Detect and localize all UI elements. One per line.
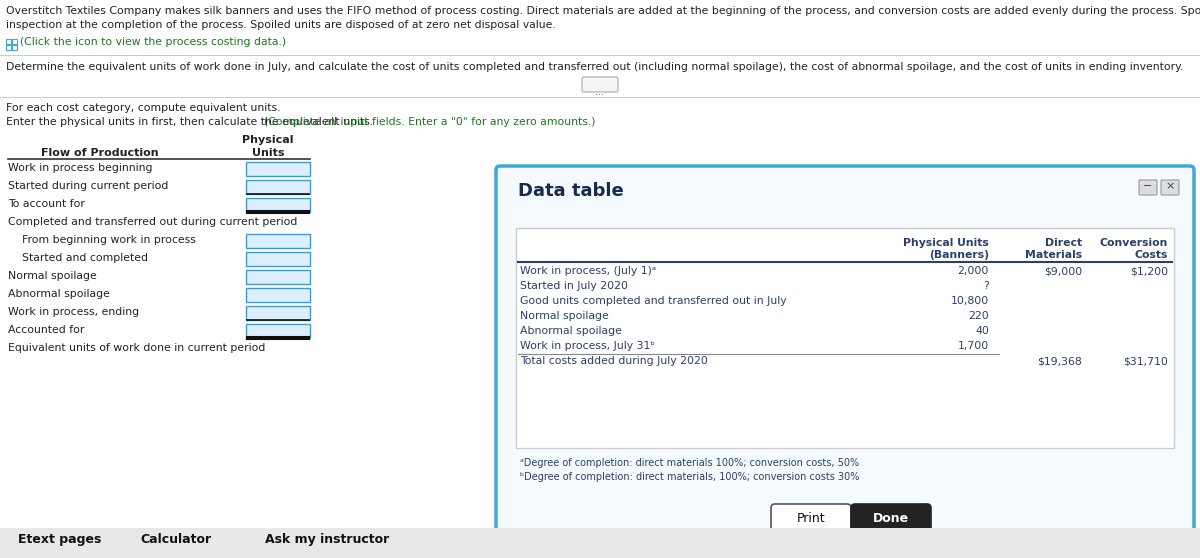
Text: Direct: Direct bbox=[1045, 238, 1082, 248]
Text: Work in process beginning: Work in process beginning bbox=[8, 163, 152, 173]
Text: ᵃDegree of completion: direct materials 100%; conversion costs, 50%: ᵃDegree of completion: direct materials … bbox=[520, 458, 859, 468]
Text: Enter the physical units in first, then calculate the equivalent units.: Enter the physical units in first, then … bbox=[6, 117, 373, 127]
Bar bbox=[516, 228, 1174, 448]
Bar bbox=[0, 528, 1200, 558]
Bar bbox=[246, 288, 310, 302]
Text: Calculator: Calculator bbox=[140, 533, 211, 546]
Text: Physical Units: Physical Units bbox=[904, 238, 989, 248]
Bar bbox=[12, 45, 17, 50]
Text: ×: × bbox=[1165, 181, 1175, 191]
Text: Normal spoilage: Normal spoilage bbox=[520, 311, 608, 321]
Bar bbox=[12, 39, 17, 44]
FancyBboxPatch shape bbox=[1139, 180, 1157, 195]
Text: Work in process, (July 1)ᵃ: Work in process, (July 1)ᵃ bbox=[520, 266, 656, 276]
Bar bbox=[246, 252, 310, 266]
Text: Determine the equivalent units of work done in July, and calculate the cost of u: Determine the equivalent units of work d… bbox=[6, 62, 1183, 72]
Bar bbox=[246, 306, 310, 320]
Text: Costs: Costs bbox=[1135, 250, 1168, 260]
Text: Materials: Materials bbox=[1025, 250, 1082, 260]
FancyBboxPatch shape bbox=[772, 504, 851, 536]
Text: Conversion: Conversion bbox=[1099, 238, 1168, 248]
Text: $1,200: $1,200 bbox=[1130, 266, 1168, 276]
FancyBboxPatch shape bbox=[582, 77, 618, 92]
FancyBboxPatch shape bbox=[496, 166, 1194, 542]
Text: Work in process, ending: Work in process, ending bbox=[8, 307, 139, 317]
Bar bbox=[246, 198, 310, 212]
Text: $9,000: $9,000 bbox=[1044, 266, 1082, 276]
Text: ?: ? bbox=[983, 281, 989, 291]
Text: inspection at the completion of the process. Spoiled units are disposed of at ze: inspection at the completion of the proc… bbox=[6, 20, 556, 30]
Text: −: − bbox=[1144, 181, 1153, 191]
Text: Physical: Physical bbox=[242, 135, 294, 145]
Text: Done: Done bbox=[872, 512, 910, 525]
Text: To account for: To account for bbox=[8, 199, 85, 209]
FancyBboxPatch shape bbox=[1162, 180, 1178, 195]
Text: Started in July 2020: Started in July 2020 bbox=[520, 281, 628, 291]
FancyBboxPatch shape bbox=[851, 504, 931, 536]
Text: 220: 220 bbox=[968, 311, 989, 321]
Text: Data table: Data table bbox=[518, 182, 624, 200]
Text: Print: Print bbox=[797, 512, 826, 525]
Text: Completed and transferred out during current period: Completed and transferred out during cur… bbox=[8, 217, 298, 227]
Bar bbox=[6, 39, 11, 44]
Text: 10,800: 10,800 bbox=[950, 296, 989, 306]
Text: (Complete all input fields. Enter a "0" for any zero amounts.): (Complete all input fields. Enter a "0" … bbox=[264, 117, 595, 127]
Text: $31,710: $31,710 bbox=[1123, 356, 1168, 366]
Text: (Banners): (Banners) bbox=[929, 250, 989, 260]
Text: Equivalent units of work done in current period: Equivalent units of work done in current… bbox=[8, 343, 265, 353]
Bar bbox=[246, 234, 310, 248]
Text: Ask my instructor: Ask my instructor bbox=[265, 533, 389, 546]
Text: Units: Units bbox=[252, 148, 284, 158]
Text: Accounted for: Accounted for bbox=[8, 325, 84, 335]
Text: Abnormal spoilage: Abnormal spoilage bbox=[8, 289, 110, 299]
Text: ᵇDegree of completion: direct materials, 100%; conversion costs 30%: ᵇDegree of completion: direct materials,… bbox=[520, 472, 859, 482]
Bar bbox=[6, 45, 11, 50]
Text: Abnormal spoilage: Abnormal spoilage bbox=[520, 326, 622, 336]
Text: 1,700: 1,700 bbox=[958, 341, 989, 351]
Text: Total costs added during July 2020: Total costs added during July 2020 bbox=[520, 356, 708, 366]
Text: Work in process, July 31ᵇ: Work in process, July 31ᵇ bbox=[520, 341, 655, 351]
Bar bbox=[246, 324, 310, 338]
Text: 40: 40 bbox=[976, 326, 989, 336]
Text: Overstitch Textiles Company makes silk banners and uses the FIFO method of proce: Overstitch Textiles Company makes silk b… bbox=[6, 6, 1200, 16]
Bar bbox=[246, 180, 310, 194]
Text: Flow of Production: Flow of Production bbox=[41, 148, 158, 158]
Bar bbox=[246, 162, 310, 176]
Text: Started during current period: Started during current period bbox=[8, 181, 168, 191]
Text: From beginning work in process: From beginning work in process bbox=[8, 235, 196, 245]
Text: 2,000: 2,000 bbox=[958, 266, 989, 276]
Text: Good units completed and transferred out in July: Good units completed and transferred out… bbox=[520, 296, 787, 306]
Text: Etext pages: Etext pages bbox=[18, 533, 101, 546]
Text: Started and completed: Started and completed bbox=[8, 253, 148, 263]
Text: (Click the icon to view the process costing data.): (Click the icon to view the process cost… bbox=[20, 37, 286, 47]
Text: Normal spoilage: Normal spoilage bbox=[8, 271, 97, 281]
Text: $19,368: $19,368 bbox=[1037, 356, 1082, 366]
Text: ...: ... bbox=[595, 87, 605, 97]
Bar bbox=[246, 270, 310, 284]
Text: For each cost category, compute equivalent units.: For each cost category, compute equivale… bbox=[6, 103, 281, 113]
